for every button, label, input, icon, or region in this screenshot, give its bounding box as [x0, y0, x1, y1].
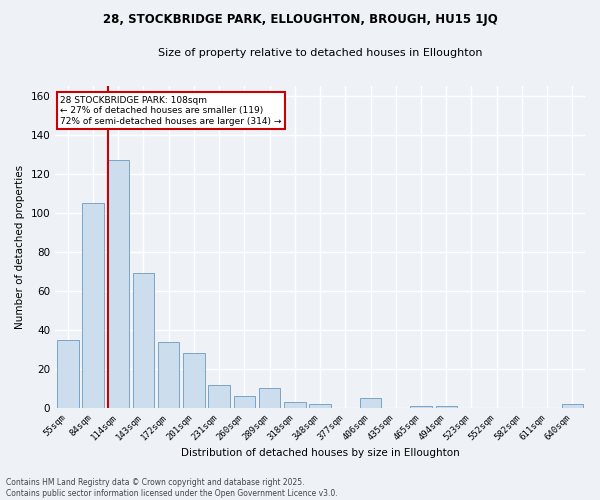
Bar: [233, 396, 255, 408]
Bar: [410, 406, 432, 408]
Text: 28 STOCKBRIDGE PARK: 108sqm
← 27% of detached houses are smaller (119)
72% of se: 28 STOCKBRIDGE PARK: 108sqm ← 27% of det…: [61, 96, 282, 126]
Bar: [562, 404, 583, 408]
Bar: [82, 203, 104, 408]
Bar: [436, 406, 457, 408]
Y-axis label: Number of detached properties: Number of detached properties: [15, 165, 25, 329]
Bar: [360, 398, 381, 408]
Bar: [310, 404, 331, 408]
Title: Size of property relative to detached houses in Elloughton: Size of property relative to detached ho…: [158, 48, 482, 58]
Bar: [259, 388, 280, 408]
X-axis label: Distribution of detached houses by size in Elloughton: Distribution of detached houses by size …: [181, 448, 460, 458]
Text: Contains HM Land Registry data © Crown copyright and database right 2025.
Contai: Contains HM Land Registry data © Crown c…: [6, 478, 338, 498]
Bar: [57, 340, 79, 408]
Bar: [133, 274, 154, 408]
Bar: [107, 160, 129, 408]
Bar: [284, 402, 305, 408]
Bar: [208, 384, 230, 408]
Bar: [158, 342, 179, 408]
Bar: [183, 354, 205, 408]
Text: 28, STOCKBRIDGE PARK, ELLOUGHTON, BROUGH, HU15 1JQ: 28, STOCKBRIDGE PARK, ELLOUGHTON, BROUGH…: [103, 12, 497, 26]
